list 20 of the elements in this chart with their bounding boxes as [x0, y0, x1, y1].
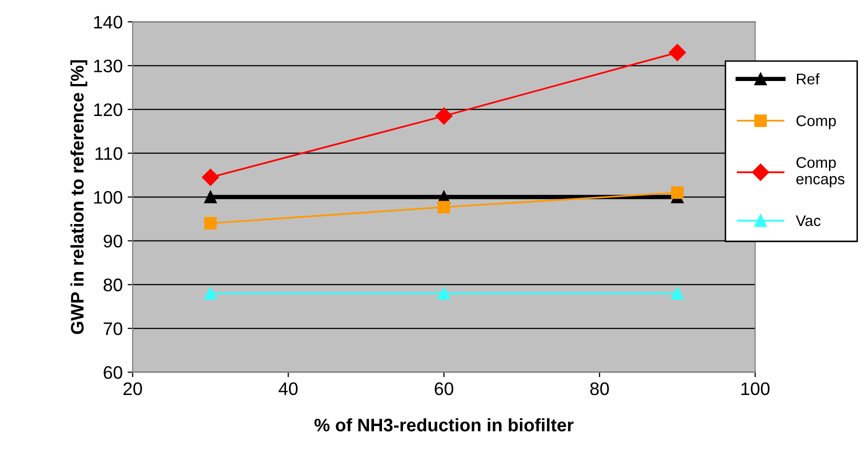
- y-tick-label: 90: [104, 234, 122, 248]
- y-tick-label: 100: [94, 190, 122, 204]
- x-tick-label: 80: [590, 382, 609, 396]
- legend-label: Comp: [796, 115, 836, 130]
- y-tick-label: 130: [94, 60, 122, 72]
- legend-label: Vac: [796, 215, 821, 226]
- legend-label: Comp encaps: [796, 157, 844, 188]
- x-tick-label: 60: [434, 382, 454, 396]
- y-tick-label: 140: [94, 16, 122, 29]
- y-tick-label: 120: [94, 103, 122, 116]
- y-tick-label: 80: [104, 278, 122, 292]
- x-tick-label: 20: [124, 382, 142, 396]
- y-tick-label: 60: [104, 366, 122, 379]
- y-tick-label: 70: [104, 322, 122, 336]
- legend-label: Ref: [796, 73, 820, 84]
- x-tick-label: 100: [741, 382, 770, 396]
- y-axis-title: GWP in relation to reference [%]: [70, 60, 88, 334]
- x-axis-title: % of NH3-reduction in biofilter: [314, 418, 574, 432]
- x-tick-label: 40: [278, 382, 298, 396]
- y-tick-label: 110: [96, 147, 122, 160]
